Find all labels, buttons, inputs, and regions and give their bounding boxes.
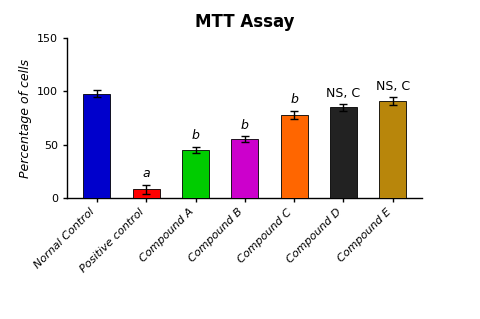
Title: MTT Assay: MTT Assay xyxy=(195,13,295,31)
Bar xyxy=(182,150,209,198)
Text: b: b xyxy=(241,119,249,132)
Text: b: b xyxy=(192,130,199,143)
Text: NS, C: NS, C xyxy=(326,87,360,100)
Bar xyxy=(132,189,160,198)
Bar xyxy=(280,115,308,198)
Bar xyxy=(231,139,258,198)
Text: a: a xyxy=(143,167,150,180)
Y-axis label: Percentage of cells: Percentage of cells xyxy=(19,58,32,178)
Text: b: b xyxy=(290,93,298,106)
Bar xyxy=(330,108,357,198)
Text: NS, C: NS, C xyxy=(376,79,410,93)
Bar xyxy=(84,93,110,198)
Bar xyxy=(379,101,406,198)
